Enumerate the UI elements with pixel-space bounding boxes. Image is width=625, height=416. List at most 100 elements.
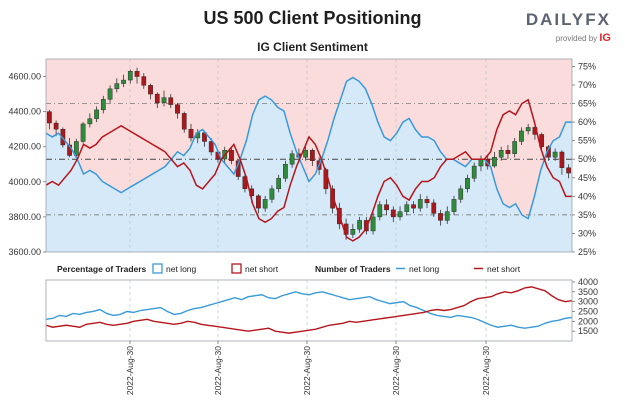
percent-tick-label: 65% xyxy=(578,99,596,109)
candle-body xyxy=(465,178,470,190)
legend: Percentage of Traders net long net short… xyxy=(57,263,521,274)
candle-body xyxy=(289,153,295,165)
brand-logo-text: DAILYFX xyxy=(525,10,611,29)
net-short-percent-line xyxy=(45,98,572,242)
candle-body xyxy=(148,85,153,95)
candle-body xyxy=(188,128,194,139)
legend-pct-long-label: net long xyxy=(166,264,197,274)
candle-body xyxy=(262,199,268,209)
candle-body xyxy=(208,141,214,153)
price-tick-label: 3600.00 xyxy=(8,247,41,257)
brand-provided-by-text: provided by xyxy=(555,34,598,43)
candle-body xyxy=(498,150,504,158)
price-tick-label: 4200.00 xyxy=(8,142,41,152)
traders-tick-label: 4000 xyxy=(578,277,598,287)
price-tick-label: 4600.00 xyxy=(8,72,41,82)
candle-body xyxy=(552,151,558,158)
price-sentiment-plot: 4600.00 4400.00 4200.00 4000.00 3800.00 3600.… xyxy=(8,58,596,257)
traders-tick-label: 3500 xyxy=(578,287,598,297)
candle-body xyxy=(417,199,423,209)
candle-body xyxy=(566,167,571,174)
candle-body xyxy=(134,71,140,77)
candle-body xyxy=(175,104,180,114)
percent-tick-label: 75% xyxy=(578,61,596,71)
candle-body xyxy=(458,188,464,200)
percent-tick-label: 40% xyxy=(578,191,596,201)
chart-subtitle: IG Client Sentiment xyxy=(257,40,368,54)
candle-body xyxy=(100,99,106,111)
short-zone-background xyxy=(46,59,572,160)
legend-pct-short-label: net short xyxy=(245,264,279,274)
candle-body xyxy=(411,204,416,209)
candle-body xyxy=(87,118,93,125)
candle-body xyxy=(471,165,477,179)
brand-logo: DAILYFX provided by IG xyxy=(501,10,611,44)
candle-body xyxy=(127,71,133,81)
candle-body xyxy=(256,195,261,209)
legend-num-short-label: net short xyxy=(487,264,521,274)
candle-body xyxy=(60,128,66,146)
plot-frame xyxy=(45,58,573,253)
legend-pct-short-swatch xyxy=(231,263,242,274)
candle-body xyxy=(370,216,376,232)
candle-body xyxy=(283,164,288,179)
candle-body xyxy=(47,111,52,124)
traders-frame xyxy=(45,279,573,342)
candle-body xyxy=(310,150,315,161)
traders-tick-label: 3000 xyxy=(578,297,598,307)
chart-title: US 500 Client Positioning xyxy=(203,8,422,28)
candle-body xyxy=(276,178,282,190)
candle-body xyxy=(269,188,275,200)
price-tick-label: 4400.00 xyxy=(8,107,41,117)
price-tick-label: 3800.00 xyxy=(8,212,41,222)
brand-ig: IG xyxy=(599,32,611,44)
candle-body xyxy=(303,150,308,158)
candle-body xyxy=(384,204,389,211)
candle-body xyxy=(519,130,524,142)
candle-body xyxy=(404,204,410,212)
candle-body xyxy=(424,199,430,204)
candle-body xyxy=(478,158,484,167)
candle-body xyxy=(168,97,174,105)
net-long-traders-line xyxy=(45,291,573,329)
candle-body xyxy=(559,151,565,168)
candle-body xyxy=(161,97,167,104)
candle-body xyxy=(350,228,356,235)
x-tick-label: 2022-Aug-30 xyxy=(391,346,401,395)
short-fill-area xyxy=(46,159,572,219)
legend-num-title: Number of Traders xyxy=(315,264,391,274)
percent-tick-label: 25% xyxy=(578,247,596,257)
candle-body xyxy=(377,204,383,218)
traders-tick-label: 2000 xyxy=(578,316,598,326)
x-tick-label: 2022-Aug-30 xyxy=(481,346,491,395)
legend-pct-long-swatch xyxy=(152,263,163,274)
candle-body xyxy=(73,141,79,156)
candle-body xyxy=(141,76,147,86)
candle-body xyxy=(505,150,511,154)
candle-body xyxy=(431,202,437,214)
percent-tick-label: 70% xyxy=(578,80,596,90)
price-tick-label: 4000.00 xyxy=(8,177,41,187)
legend-num-long-label: net long xyxy=(409,264,440,274)
candle-body xyxy=(80,123,86,142)
candle-body xyxy=(121,79,126,84)
candle-body xyxy=(53,122,59,130)
legend-pct-title: Percentage of Traders xyxy=(57,264,147,274)
candle-body xyxy=(94,109,99,119)
candle-body xyxy=(451,199,457,212)
candle-body xyxy=(492,157,497,167)
candle-body xyxy=(525,127,531,132)
candle-body xyxy=(438,213,443,221)
candle-body xyxy=(357,220,362,230)
candle-body xyxy=(229,150,234,161)
candle-body xyxy=(330,188,335,209)
x-tick-label: 2022-Aug-30 xyxy=(302,346,312,395)
percent-tick-label: 35% xyxy=(578,210,596,220)
candle-body xyxy=(512,141,518,154)
candle-body xyxy=(181,113,187,130)
x-tick-label: 2022-Aug-30 xyxy=(213,346,223,395)
candle-body xyxy=(107,88,113,100)
percent-tick-label: 60% xyxy=(578,117,596,127)
